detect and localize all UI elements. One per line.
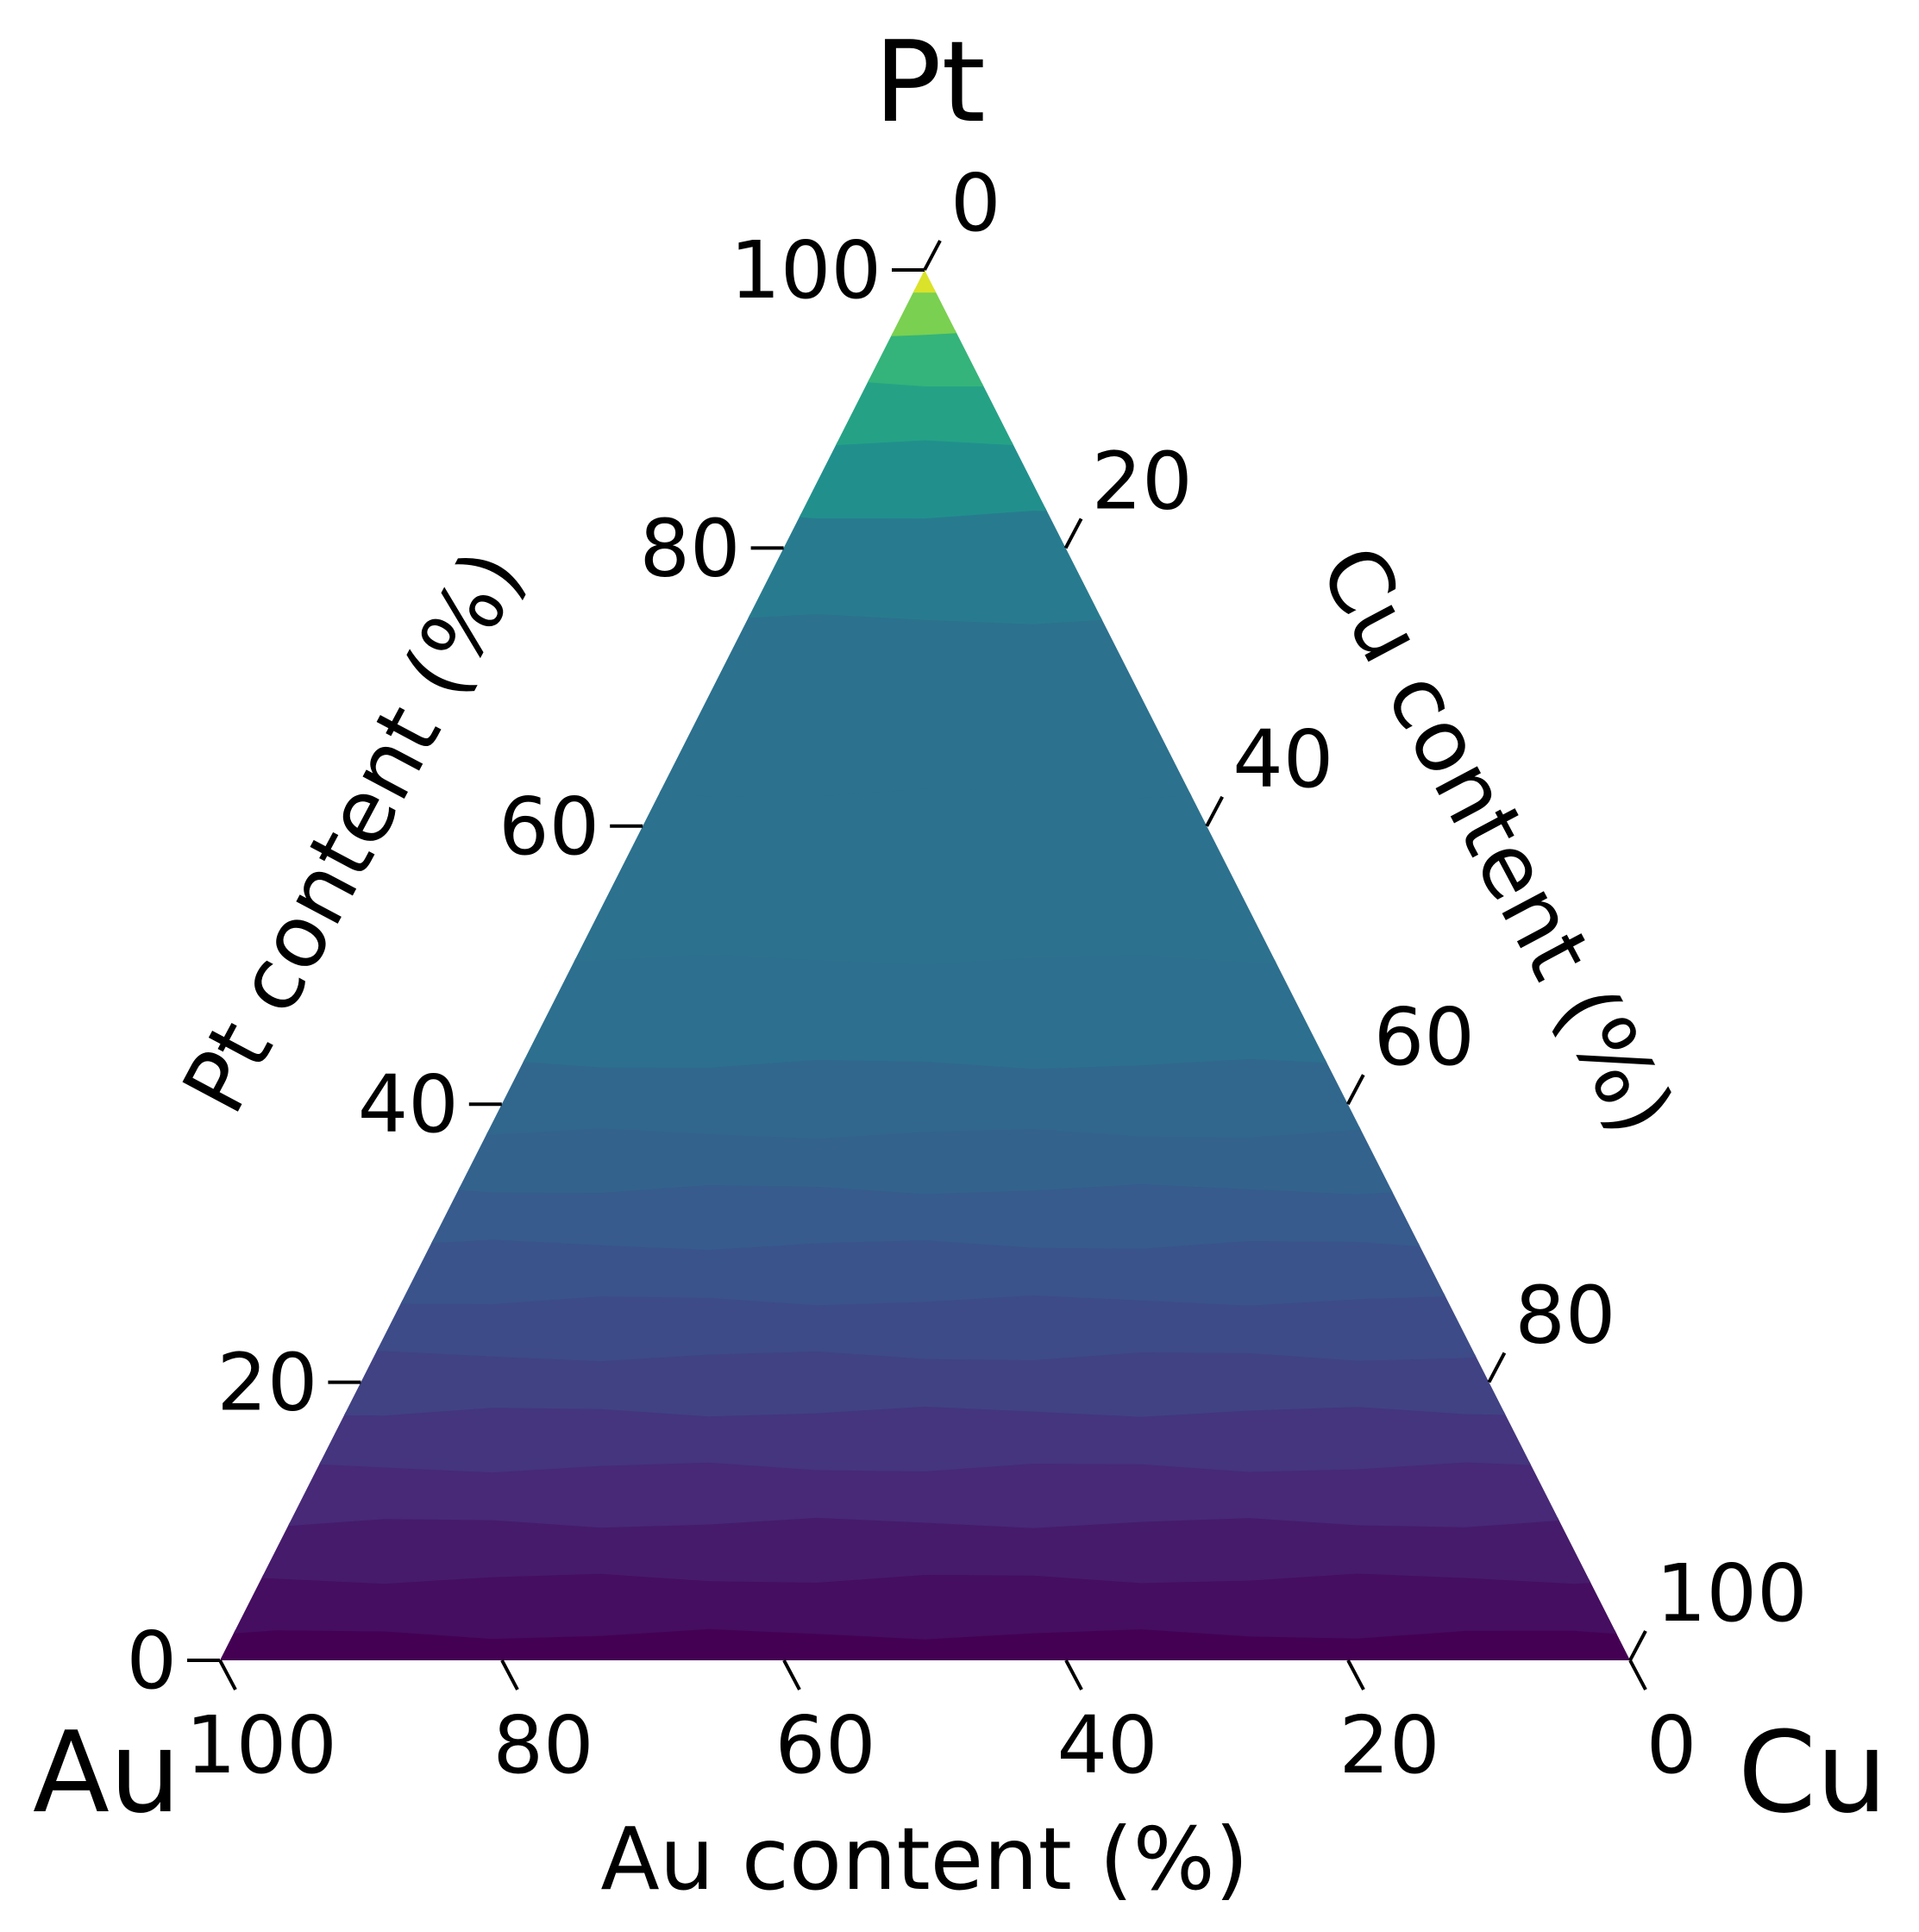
bottom-tick-label: 80 <box>492 1699 593 1791</box>
contour-band <box>220 1402 1630 1473</box>
right-tick-label: 100 <box>1656 1547 1808 1640</box>
contour-band <box>220 289 1630 340</box>
right-tick-mark <box>923 240 942 271</box>
right-tick-mark <box>1063 518 1083 549</box>
left-axis-title: Pt content (%) <box>163 534 543 1129</box>
contour-band <box>220 1181 1630 1251</box>
right-axis-title: Cu content (%) <box>1300 530 1694 1151</box>
bottom-tick-mark <box>782 1659 801 1690</box>
bottom-axis-title: Au content (%) <box>600 1809 1248 1910</box>
right-tick-mark <box>1346 1074 1365 1106</box>
right-tick-label: 20 <box>1092 435 1193 527</box>
bottom-tick-label: 100 <box>185 1699 337 1791</box>
right-tick-label: 40 <box>1232 713 1333 806</box>
right-tick-label: 80 <box>1515 1270 1615 1362</box>
left-tick-label: 60 <box>499 781 599 873</box>
vertex-label-left: Au <box>33 1707 180 1838</box>
bottom-tick-label: 60 <box>774 1699 875 1791</box>
left-tick-label: 0 <box>126 1615 177 1707</box>
contour-band <box>220 1570 1630 1640</box>
contour-band <box>220 325 1630 388</box>
vertex-label-right: Cu <box>1738 1707 1887 1838</box>
bottom-tick-label: 0 <box>1646 1699 1697 1791</box>
contour-band <box>220 1125 1630 1195</box>
contour-band <box>220 506 1630 624</box>
contour-band <box>220 1055 1630 1139</box>
left-tick-label: 80 <box>640 502 741 594</box>
contour-band <box>220 1514 1630 1584</box>
bottom-tick-label: 20 <box>1339 1699 1439 1791</box>
contour-band <box>220 1458 1630 1528</box>
right-tick-mark <box>1205 795 1224 827</box>
bottom-tick-mark <box>218 1659 237 1690</box>
bottom-tick-mark <box>500 1659 519 1690</box>
right-tick-mark <box>1487 1352 1507 1383</box>
right-tick-label: 0 <box>950 157 1001 249</box>
left-tick-label: 20 <box>216 1337 317 1429</box>
right-tick-label: 60 <box>1374 991 1475 1083</box>
contour-band <box>220 1625 1630 1660</box>
bottom-tick-label: 40 <box>1057 1699 1157 1791</box>
bottom-tick-mark <box>1628 1659 1647 1690</box>
bottom-tick-mark <box>1346 1659 1365 1690</box>
left-tick-label: 40 <box>358 1058 459 1151</box>
bottom-tick-mark <box>1064 1659 1083 1690</box>
contour-band <box>220 436 1630 520</box>
contour-band <box>220 1347 1630 1417</box>
contour-fill <box>220 270 1630 1660</box>
contour-band <box>220 1291 1630 1362</box>
contour-band <box>220 1236 1630 1306</box>
right-tick-mark <box>1628 1630 1647 1661</box>
left-tick-label: 100 <box>730 224 881 317</box>
vertex-label-top: Pt <box>874 16 985 147</box>
